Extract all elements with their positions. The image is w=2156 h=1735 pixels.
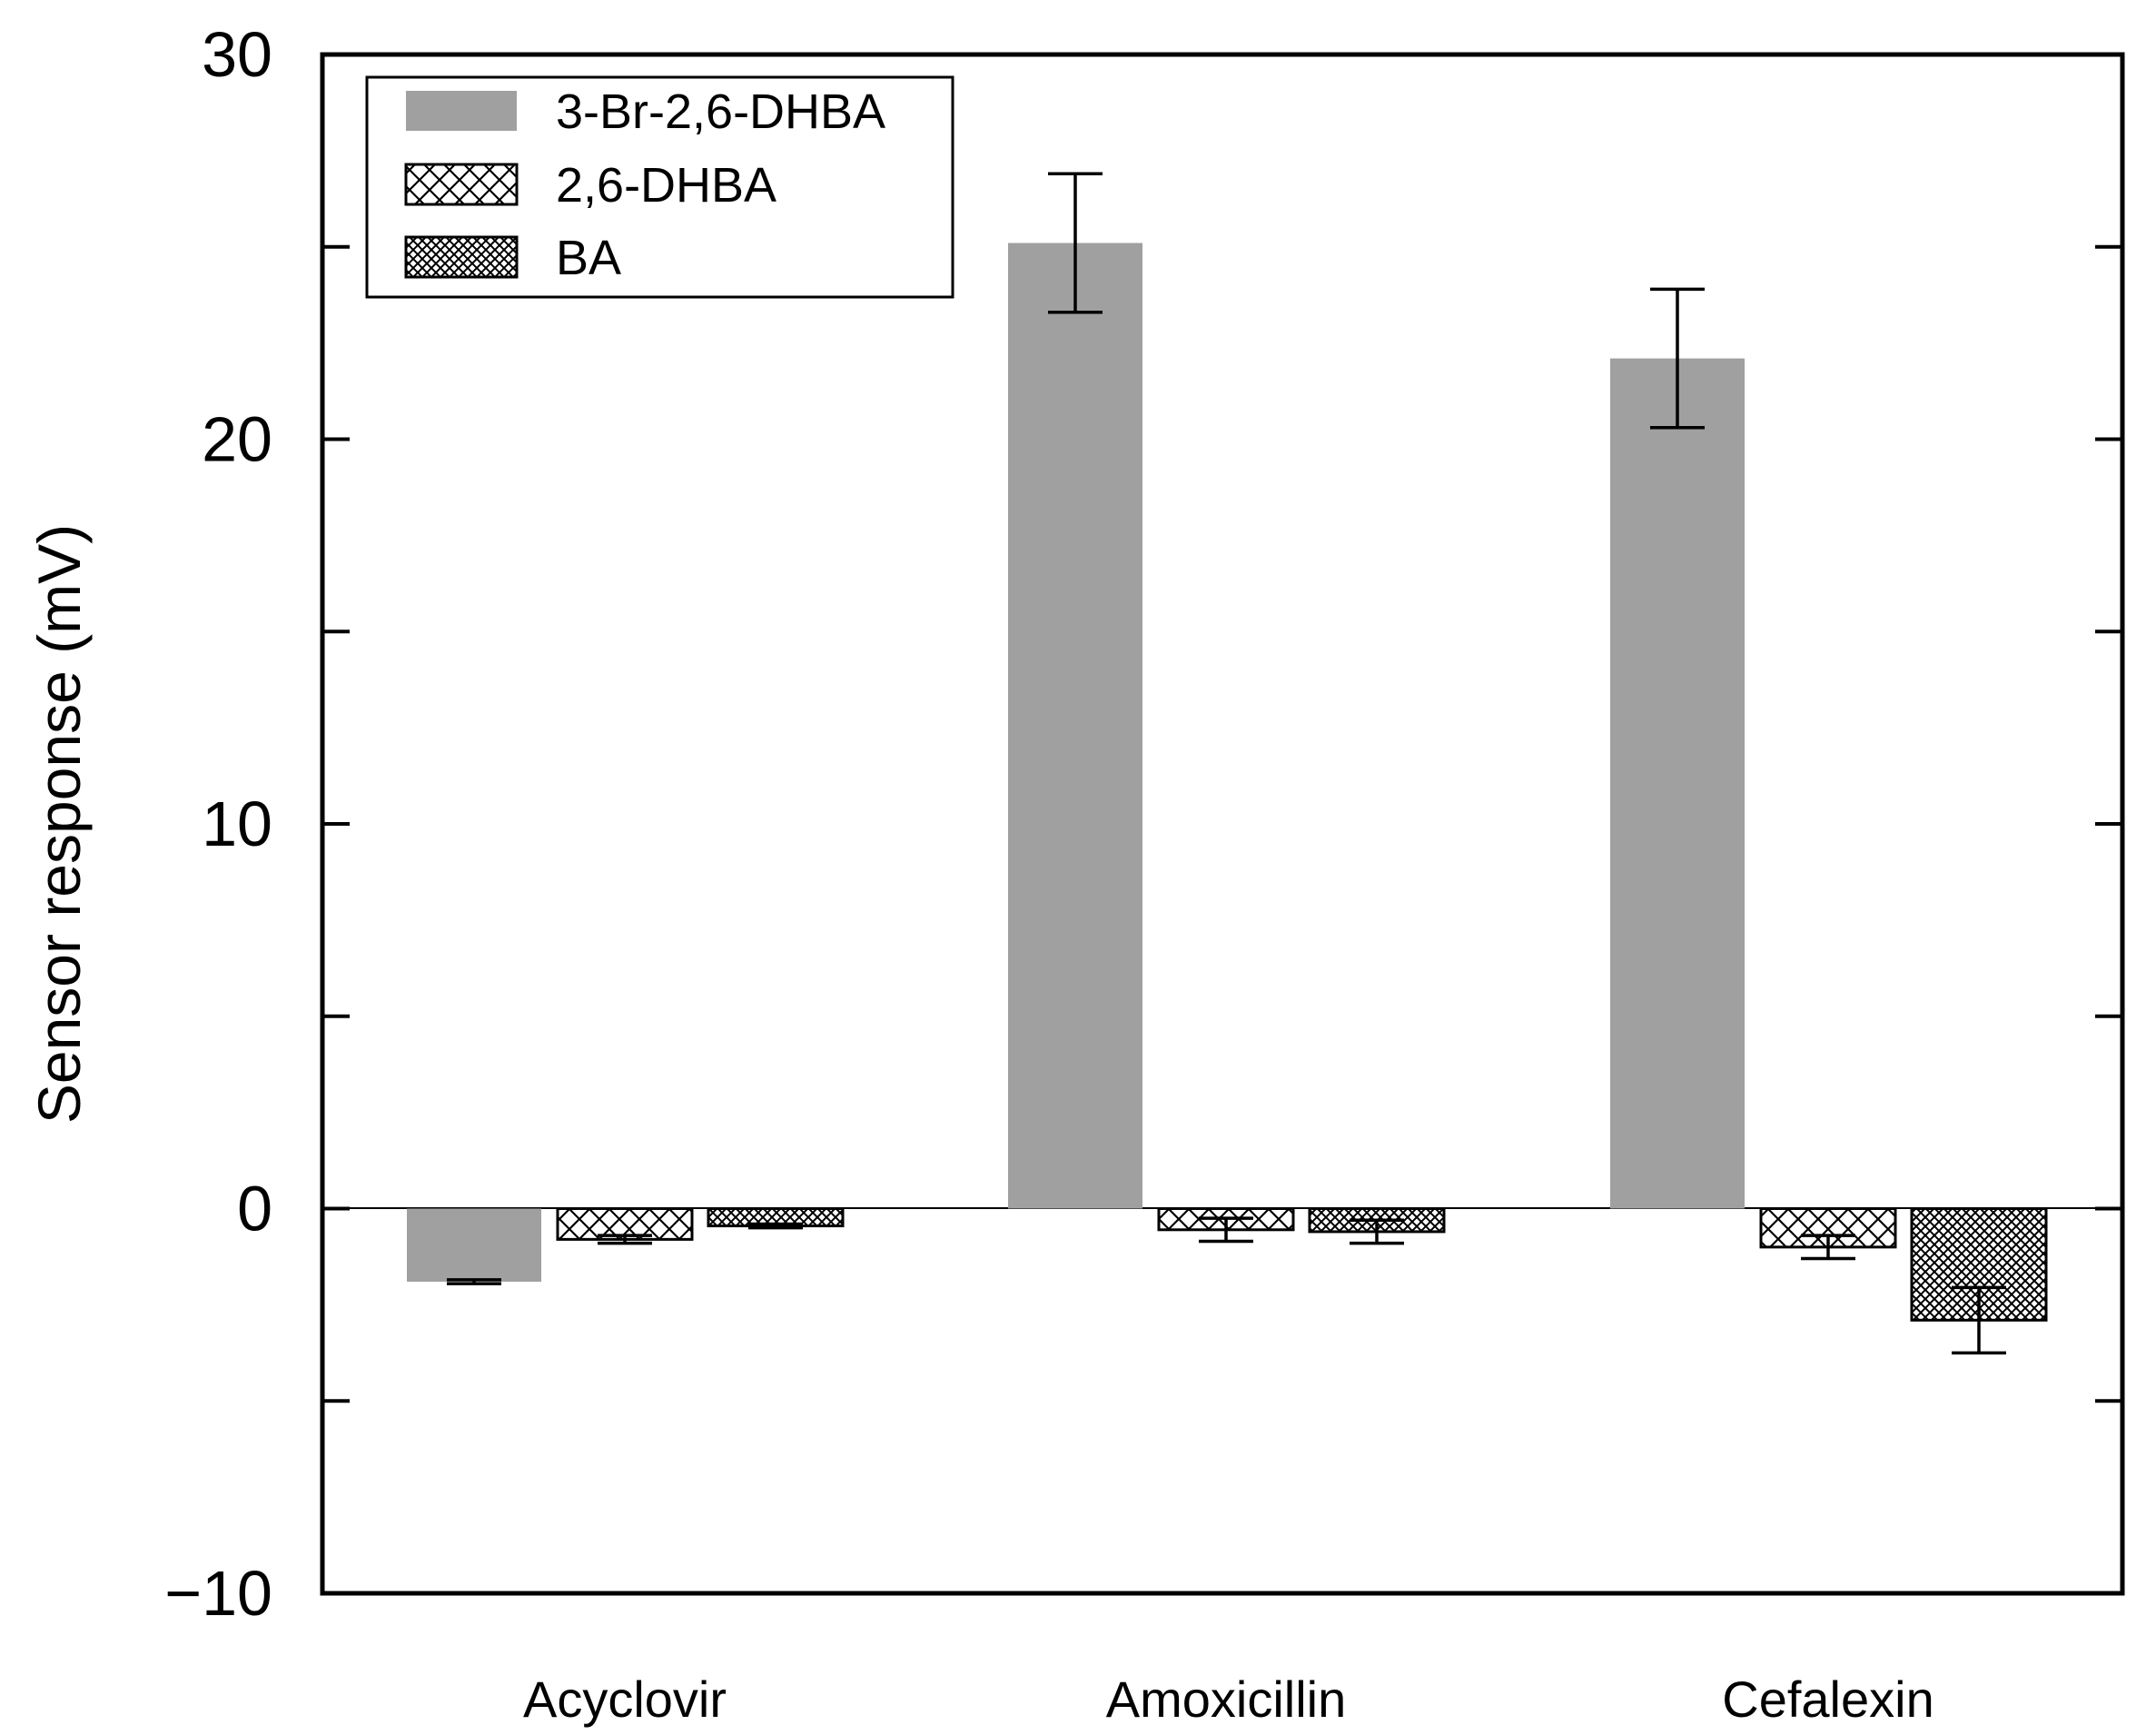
legend-entry: 3-Br-2,6-DHBA (406, 84, 885, 139)
bars (407, 243, 2048, 1322)
y-tick-label: 10 (202, 788, 272, 859)
error-bars (447, 172, 2006, 1355)
x-tick-label: Cefalexin (1722, 1671, 1933, 1728)
legend-entry: BA (404, 231, 621, 285)
bar-3-br-2-6-dhba (1610, 358, 1745, 1209)
error-bar (748, 1222, 803, 1230)
x-axis-tick-labels: Acyclovir Amoxicillin Cefalexin (523, 1671, 1934, 1728)
error-bar (1801, 1234, 1855, 1261)
legend-entry: 2,6-DHBA (404, 158, 776, 213)
legend-label: BA (556, 231, 621, 285)
y-tick-label: 0 (237, 1174, 272, 1244)
error-bar (1350, 1218, 1404, 1245)
bar-3-br-2-6-dhba (407, 1208, 541, 1282)
legend-swatch (404, 235, 519, 279)
error-bar (1952, 1285, 2006, 1355)
bar-3-br-2-6-dhba (1008, 243, 1142, 1209)
y-axis-ticks (322, 53, 2122, 1595)
error-bar (1650, 287, 1705, 430)
error-bar (1199, 1216, 1253, 1244)
error-bar (598, 1234, 652, 1245)
legend-swatch (406, 91, 517, 131)
legend: 3-Br-2,6-DHBA 2,6-DHBA BA (365, 75, 954, 299)
x-tick-label: Amoxicillin (1106, 1671, 1347, 1728)
error-bar (447, 1278, 501, 1285)
x-tick-label: Acyclovir (523, 1671, 727, 1728)
y-axis-label: Sensor response (mV) (25, 524, 93, 1124)
y-tick-label: −10 (164, 1558, 272, 1629)
legend-swatch (404, 163, 519, 206)
y-tick-label: 30 (202, 19, 272, 90)
error-bar (1048, 172, 1103, 314)
y-tick-label: 20 (202, 404, 272, 475)
y-axis-tick-labels: −10 0 10 20 30 (164, 19, 272, 1629)
legend-label: 2,6-DHBA (556, 158, 776, 213)
legend-label: 3-Br-2,6-DHBA (556, 84, 885, 139)
